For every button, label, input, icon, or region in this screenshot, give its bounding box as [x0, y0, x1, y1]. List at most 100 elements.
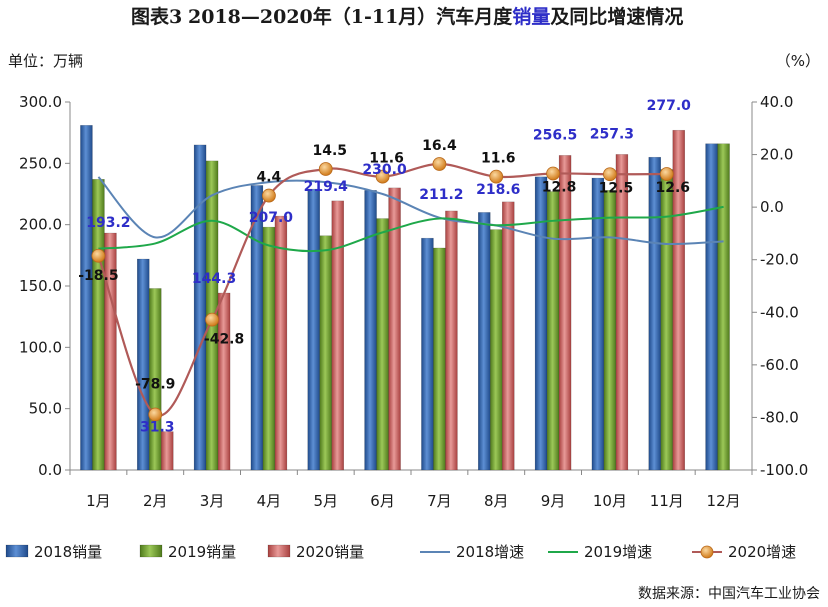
bar-2019销量 — [319, 235, 332, 471]
title-prefix: 图表3 — [131, 5, 182, 28]
source-note: 数据来源：中国汽车工业协会 — [638, 585, 820, 602]
chart-title: 图表3 2018—2020年（1-11月）汽车月度销量及同比增速情况 — [131, 5, 683, 28]
right-unit-label: （%） — [776, 52, 820, 70]
bar-2018销量 — [421, 237, 434, 471]
bar-2019销量 — [490, 229, 503, 471]
left-tick-label: 100.0 — [19, 338, 62, 356]
marker-2020增速 — [603, 167, 617, 182]
right-tick-label: -100.0 — [760, 461, 808, 479]
bar-2018销量 — [80, 125, 93, 471]
growth-2020-label: -42.8 — [204, 332, 244, 348]
left-tick-label: 50.0 — [29, 400, 62, 418]
sales-2020-label: 31.3 — [140, 420, 175, 436]
bar-2018销量 — [648, 156, 661, 471]
sales-2020-label: 230.0 — [362, 162, 407, 178]
sales-2020-label: 219.4 — [304, 179, 349, 195]
bar-2019销量 — [717, 143, 730, 471]
x-tick-label: 6月 — [370, 492, 395, 510]
bar-2020销量 — [331, 200, 344, 471]
marker-2020增速 — [432, 157, 447, 171]
sales-2020-label: 193.2 — [86, 215, 130, 231]
bar-2018销量 — [705, 143, 718, 471]
title-highlight: 销量 — [512, 5, 550, 28]
bar-2018销量 — [364, 190, 377, 471]
sales-2020-label: 257.3 — [590, 126, 634, 142]
legend: 2018销量 2019销量 2020销量 2018增速 2019增速 2020增速 — [5, 543, 796, 561]
marker-2020增速 — [659, 167, 674, 181]
right-tick-label: -40.0 — [760, 303, 799, 321]
right-tick-label: 0.0 — [760, 198, 784, 216]
sales-2020-label: 207.0 — [249, 210, 294, 226]
growth-2020-label: 14.5 — [312, 143, 347, 159]
axes: 0.0 50.0 100.0 150.0 200.0 250.0 300.0 -100.0 -8… — [19, 93, 808, 510]
marker-2020增速 — [546, 166, 560, 181]
legend-label: 2020增速 — [728, 543, 796, 561]
x-tick-label: 8月 — [484, 492, 509, 510]
legend-label: 2020销量 — [296, 543, 364, 561]
svg-text:2018—2020年（1-11月）汽车月度销量及同比增速情况: 2018—2020年（1-11月）汽车月度销量及同比增速情况 — [188, 5, 683, 28]
sales-2020-label: 211.2 — [419, 187, 463, 203]
x-tick-label: 2月 — [143, 492, 168, 510]
growth-2020-label: 4.4 — [257, 170, 282, 186]
bar-2020销量 — [558, 155, 572, 471]
bar-2020销量 — [161, 431, 174, 471]
right-tick-label: -20.0 — [760, 251, 799, 269]
title-suffix: 及同比增速情况 — [550, 5, 683, 28]
legend-label: 2019增速 — [584, 543, 652, 561]
x-tick-label: 12月 — [707, 492, 741, 510]
x-tick-label: 11月 — [650, 492, 684, 510]
growth-2020-label: -78.9 — [135, 377, 175, 393]
legend-label: 2018销量 — [34, 543, 102, 561]
legend-swatch — [267, 544, 291, 558]
x-tick-label: 1月 — [86, 492, 111, 510]
bar-2019销量 — [660, 169, 673, 471]
bar-2020销量 — [615, 154, 629, 471]
bar-2019销量 — [546, 191, 560, 471]
bar-2019销量 — [262, 226, 276, 471]
marker-2020增速 — [262, 188, 276, 203]
left-tick-label: 300.0 — [19, 93, 62, 111]
x-tick-label: 4月 — [257, 492, 282, 510]
bar-2020销量 — [445, 210, 458, 471]
data-labels: 193.2 31.3 144.3 207.0 219.4 230.0 211.2 218.6 2… — [78, 98, 691, 435]
lines — [91, 157, 724, 422]
marker-2020增速 — [148, 407, 163, 422]
x-tick-label: 7月 — [427, 492, 452, 510]
bar-2018销量 — [250, 185, 264, 471]
left-tick-label: 200.0 — [19, 216, 62, 234]
bar-2020销量 — [502, 201, 515, 471]
bar-2020销量 — [274, 215, 288, 471]
x-tick-label: 10月 — [593, 492, 627, 510]
bar-2018销量 — [478, 212, 491, 471]
left-tick-label: 250.0 — [19, 154, 62, 172]
marker-2020增速 — [318, 162, 333, 176]
sales-2020-label: 277.0 — [647, 98, 692, 114]
x-tick-label: 3月 — [200, 492, 225, 510]
legend-swatch — [139, 544, 163, 558]
growth-2020-label: 12.5 — [599, 180, 634, 196]
sales-2020-label: 144.3 — [192, 271, 236, 287]
bar-2019销量 — [603, 190, 617, 471]
bar-2020销量 — [388, 187, 401, 471]
x-tick-label: 5月 — [313, 492, 338, 510]
bar-2019销量 — [433, 247, 446, 471]
sales-2020-label: 256.5 — [533, 127, 577, 143]
bar-2018销量 — [307, 188, 320, 471]
growth-2020-label: 11.6 — [369, 151, 404, 167]
right-tick-label: -60.0 — [760, 356, 799, 374]
title-main: 2018—2020年（1-11月）汽车月度 — [188, 5, 513, 28]
marker-2020增速 — [489, 169, 504, 184]
right-tick-label: 20.0 — [760, 146, 793, 164]
bar-2019销量 — [149, 288, 162, 471]
legend-label: 2019销量 — [168, 543, 236, 561]
x-tick-label: 9月 — [541, 492, 566, 510]
growth-2020-label: 12.8 — [542, 179, 577, 195]
sales-2020-label: 218.6 — [476, 182, 520, 198]
growth-2020-label: 12.6 — [655, 180, 690, 196]
bar-2019销量 — [376, 218, 389, 471]
growth-2020-label: 11.6 — [481, 151, 516, 167]
left-tick-label: 150.0 — [19, 277, 62, 295]
line-2019增速 — [98, 205, 724, 253]
growth-2020-label: 16.4 — [422, 138, 457, 154]
